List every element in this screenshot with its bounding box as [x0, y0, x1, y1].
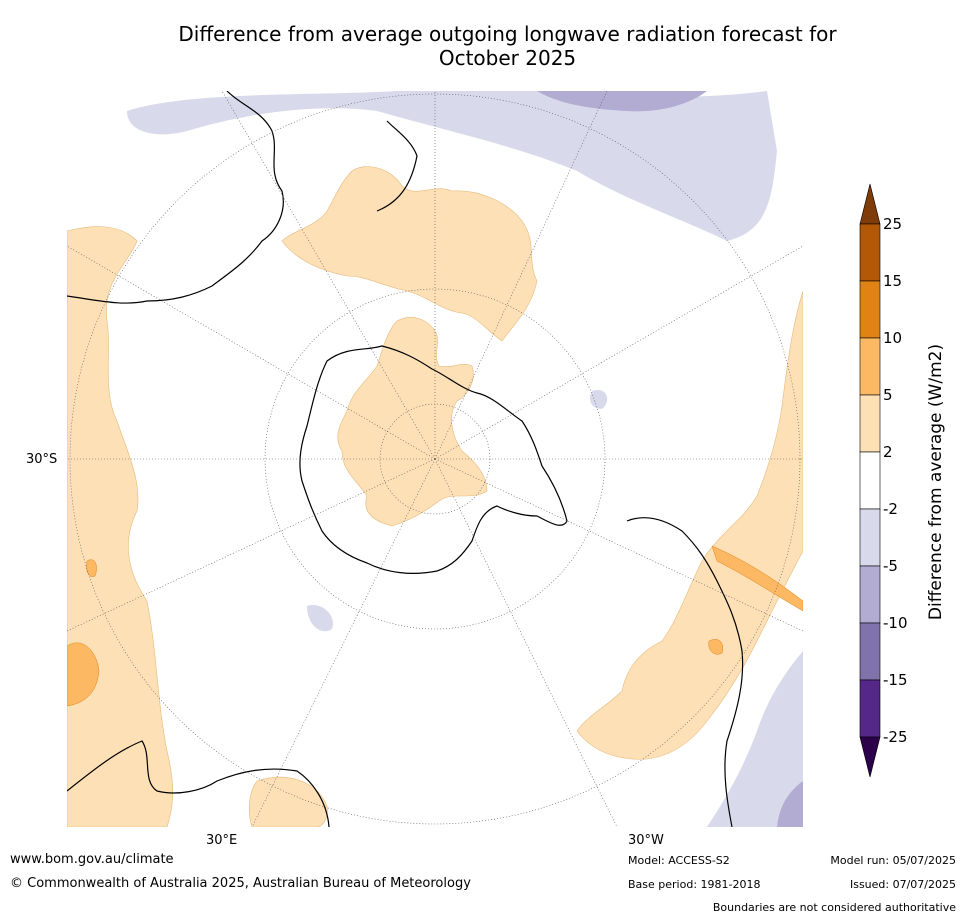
colorbar-tick-label: 2 — [883, 443, 893, 461]
colorbar-tick-label: -10 — [883, 614, 908, 632]
lon-label-30e: 30°E — [206, 833, 238, 848]
moderate-negative-regions — [537, 91, 803, 827]
colorbar-bin — [859, 280, 881, 339]
colorbar-bin — [859, 337, 881, 396]
colorbar-bin — [859, 394, 881, 453]
graticule — [67, 91, 803, 827]
colorbar-bin — [859, 622, 881, 681]
coastlines — [67, 91, 744, 827]
polar-map — [67, 91, 803, 827]
disclaimer: Boundaries are not considered authoritat… — [712, 901, 956, 914]
colorbar-tick-label: -5 — [883, 557, 898, 575]
map-title-line1: Difference from average outgoing longwav… — [178, 22, 837, 46]
colorbar-tick-label: 15 — [883, 272, 902, 290]
colorbar-tick-label: 25 — [883, 215, 902, 233]
map-title-line2: October 2025 — [438, 46, 577, 70]
issued-date: Issued: 07/07/2025 — [849, 878, 956, 891]
negative-anomaly-regions — [127, 91, 803, 827]
website-link[interactable]: www.bom.gov.au/climate — [10, 852, 174, 867]
colorbar-tick-label: -2 — [883, 500, 898, 518]
colorbar-bin — [859, 565, 881, 624]
model-name: Model: ACCESS-S2 — [628, 854, 730, 867]
colorbar-bin-bottom — [859, 736, 881, 778]
colorbar-label: Difference from average (W/m2) — [926, 343, 946, 621]
colorbar-tick-label: 5 — [883, 386, 893, 404]
colorbar-bin — [859, 679, 881, 738]
lon-label-30w: 30°W — [628, 833, 664, 848]
colorbar-tick-label: -25 — [883, 728, 908, 746]
moderate-positive-regions — [67, 545, 803, 707]
base-period: Base period: 1981-2018 — [628, 878, 761, 891]
colorbar-bin-top — [859, 183, 881, 225]
colorbar-tick-label: -15 — [883, 671, 908, 689]
colorbar-bin — [859, 223, 881, 282]
lat-label-30s: 30°S — [26, 452, 58, 467]
colorbar-tick-label: 10 — [883, 329, 902, 347]
colorbar: 25 15 10 5 2 -2 -5 -10 -15 -25 — [859, 183, 908, 778]
colorbar-bin — [859, 451, 881, 510]
colorbar-bin — [859, 508, 881, 567]
copyright-text: © Commonwealth of Australia 2025, Austra… — [10, 876, 471, 891]
model-run: Model run: 05/07/2025 — [830, 854, 956, 867]
